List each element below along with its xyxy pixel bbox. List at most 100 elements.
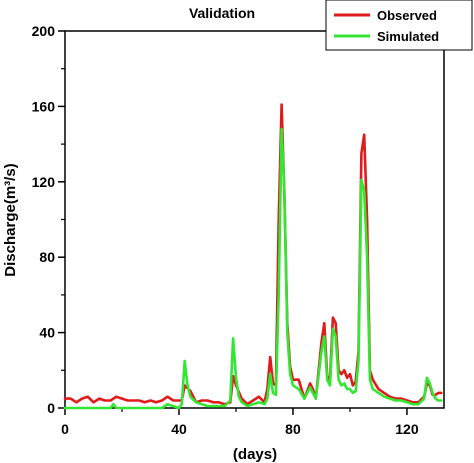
data-point-observed — [126, 399, 129, 402]
data-point-observed — [257, 395, 260, 398]
data-point-simulated — [337, 378, 340, 381]
data-point-observed — [297, 378, 300, 381]
data-point-observed — [363, 133, 366, 136]
data-point-simulated — [363, 190, 366, 193]
data-point-simulated — [434, 397, 437, 400]
data-point-simulated — [186, 384, 189, 387]
plot-frame — [64, 30, 445, 409]
data-point-observed — [64, 397, 66, 400]
data-point-simulated — [411, 403, 414, 406]
data-point-observed — [149, 399, 152, 402]
data-point-observed — [200, 399, 203, 402]
data-point-simulated — [400, 399, 403, 402]
data-point-observed — [143, 401, 146, 404]
data-point-simulated — [349, 388, 351, 390]
y-tick-label: 80 — [39, 249, 55, 265]
data-point-observed — [269, 356, 272, 358]
data-point-simulated — [189, 395, 192, 398]
data-point-simulated — [86, 407, 89, 409]
data-point-simulated — [280, 128, 283, 130]
legend: Observed Simulated — [325, 0, 473, 51]
data-point-observed — [323, 322, 326, 325]
data-point-simulated — [143, 407, 146, 409]
data-point-observed — [440, 392, 443, 394]
data-point-simulated — [312, 392, 314, 394]
chart-axes: 0 40 80 120 0 40 80 120 160 200 — [32, 23, 445, 437]
data-point-simulated — [180, 403, 183, 406]
data-point-simulated — [200, 403, 203, 406]
data-point-observed — [155, 401, 158, 404]
data-point-simulated — [428, 382, 431, 385]
data-point-observed — [138, 399, 141, 402]
data-point-simulated — [286, 331, 289, 334]
data-point-simulated — [303, 397, 306, 400]
data-point-simulated — [115, 407, 118, 409]
data-point-simulated — [440, 399, 443, 402]
data-point-observed — [115, 395, 118, 398]
data-point-simulated — [229, 399, 232, 402]
series-simulated — [63, 127, 443, 410]
data-point-observed — [437, 392, 440, 394]
data-point-observed — [75, 401, 78, 404]
data-point-simulated — [98, 407, 101, 409]
x-tick-label: 0 — [61, 421, 69, 437]
data-point-observed — [332, 316, 334, 319]
data-point-simulated — [252, 403, 255, 406]
data-point-simulated — [183, 360, 186, 362]
data-point-observed — [400, 397, 403, 400]
legend-label-simulated: Simulated — [377, 29, 439, 44]
x-tick-label: 80 — [285, 421, 301, 437]
data-point-observed — [104, 399, 106, 402]
data-point-simulated — [112, 403, 115, 406]
data-point-simulated — [297, 388, 300, 390]
data-point-simulated — [431, 392, 434, 394]
data-point-observed — [218, 401, 220, 404]
data-point-observed — [309, 382, 311, 385]
series-observed — [63, 103, 443, 406]
data-point-simulated — [371, 388, 374, 390]
data-point-simulated — [360, 179, 363, 181]
data-point-simulated — [246, 405, 249, 407]
data-point-observed — [360, 152, 363, 155]
data-point-simulated — [343, 382, 346, 385]
data-point-simulated — [329, 384, 331, 387]
y-tick-label: 0 — [47, 400, 55, 416]
y-tick-label: 200 — [32, 23, 56, 39]
data-point-observed — [172, 399, 175, 402]
data-point-observed — [212, 401, 215, 404]
data-point-simulated — [232, 337, 235, 340]
data-point-simulated — [257, 401, 260, 404]
data-point-observed — [349, 373, 351, 375]
data-point-simulated — [326, 378, 329, 381]
data-point-simulated — [266, 397, 269, 400]
data-point-simulated — [195, 401, 198, 404]
data-point-simulated — [426, 376, 428, 379]
data-point-observed — [377, 388, 380, 390]
data-point-observed — [166, 395, 169, 398]
data-point-simulated — [166, 403, 169, 406]
data-point-simulated — [275, 393, 277, 396]
data-point-simulated — [132, 407, 135, 409]
data-point-simulated — [314, 397, 317, 400]
data-point-observed — [86, 395, 89, 398]
data-point-simulated — [292, 384, 294, 387]
data-point-simulated — [406, 401, 408, 404]
data-point-simulated — [323, 335, 326, 338]
data-point-observed — [98, 397, 101, 400]
data-point-observed — [178, 399, 180, 402]
data-point-simulated — [354, 390, 357, 392]
y-tick-label: 40 — [39, 325, 55, 341]
data-point-observed — [371, 378, 374, 381]
x-axis-label: (days) — [233, 446, 277, 463]
data-point-observed — [92, 401, 95, 404]
data-point-simulated — [92, 407, 95, 409]
data-point-simulated — [109, 407, 112, 409]
data-point-simulated — [206, 405, 209, 407]
data-point-simulated — [346, 388, 348, 390]
data-point-simulated — [309, 386, 311, 389]
legend-label-observed: Observed — [377, 8, 437, 23]
data-point-observed — [109, 399, 112, 402]
data-point-observed — [346, 376, 348, 379]
data-point-simulated — [423, 397, 425, 400]
